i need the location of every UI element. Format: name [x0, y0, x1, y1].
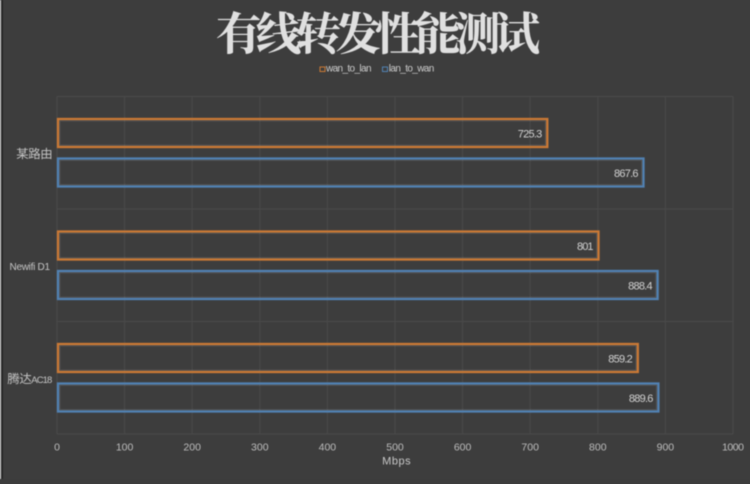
svg-text:800: 800 [589, 441, 607, 453]
svg-text:900: 900 [657, 441, 675, 453]
svg-text:801: 801 [577, 241, 594, 253]
svg-text:Newifi D1: Newifi D1 [10, 262, 51, 273]
svg-text:700: 700 [521, 441, 539, 453]
svg-text:500: 500 [386, 441, 404, 453]
svg-text:100: 100 [116, 441, 134, 453]
svg-text:lan_to_wan: lan_to_wan [389, 64, 435, 75]
svg-text:889.6: 889.6 [629, 393, 654, 405]
svg-text:867.6: 867.6 [614, 168, 639, 180]
svg-text:wan_to_lan: wan_to_lan [325, 64, 372, 75]
svg-text:859.2: 859.2 [608, 353, 633, 365]
svg-text:1000: 1000 [722, 441, 744, 453]
svg-text:888.4: 888.4 [628, 280, 653, 292]
svg-text:AC18: AC18 [31, 375, 52, 386]
svg-text:200: 200 [183, 441, 201, 453]
svg-text:Mbps: Mbps [382, 455, 411, 467]
svg-text:600: 600 [454, 441, 472, 453]
svg-text:0: 0 [54, 441, 60, 453]
svg-text:400: 400 [319, 441, 337, 453]
svg-text:725.3: 725.3 [518, 128, 543, 140]
svg-text:300: 300 [251, 441, 269, 453]
